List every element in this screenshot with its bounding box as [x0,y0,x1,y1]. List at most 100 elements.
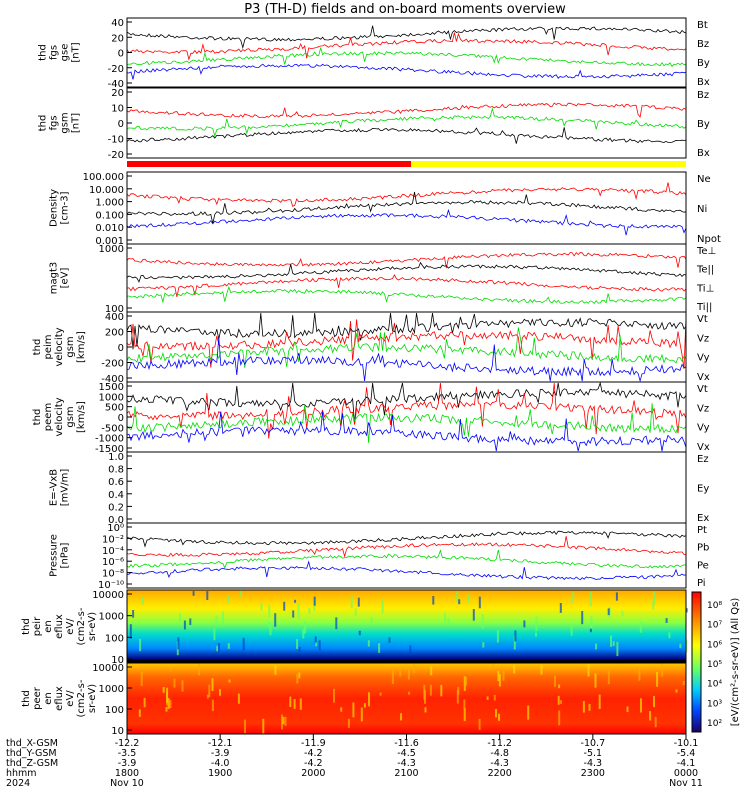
x-axis-value: -3.5 [118,748,137,759]
spectrogram-streak [607,608,610,616]
y-tick-label: 0.2 [108,502,124,513]
legend-Bz: Bz [697,90,709,101]
colorbar: 10⁸ 10⁷ 10⁶ 10⁵ 10⁴ 10³ 10² [eV/(cm²-s-sr-eV)] … [691,591,741,733]
x-axis-value: -5.1 [584,748,603,759]
y-tick-label: 0 [118,413,124,424]
spectrogram-streak [447,618,450,625]
spectrogram-streak [465,676,468,686]
colorbar-tick-label: 10⁵ [707,660,722,670]
spectrogram-streak [616,641,619,657]
spectrogram-streak [588,704,591,711]
trace-Npot [126,208,687,236]
spectrogram-streak [294,599,297,603]
spectrogram-streak [554,675,556,687]
x-axis-value: -4.2 [304,758,323,769]
spectrogram-streak [589,591,592,607]
spectrogram-streak [283,601,286,611]
spectrogram-streak [527,705,530,720]
y-axis-label: [nT] [71,113,82,133]
spectrogram-streak [540,665,543,675]
spectrogram-streak [621,610,624,617]
y-tick-label: 400 [105,312,124,323]
spectrogram-streak [170,667,172,672]
spectrogram-streak [685,608,688,613]
spectrogram-streak [668,632,671,639]
spectrogram-streak [639,621,642,633]
spectrogram-streak [370,617,373,623]
spectrogram-streak [296,639,299,649]
spectrogram-streak [304,621,307,634]
spectrogram-streak [388,637,391,643]
spectrogram-streak [206,591,209,600]
spectrogram-streak [626,706,629,713]
spectrogram-streak [498,713,500,721]
legend-Vt: Vt [697,384,708,395]
y-axis-label: eV/ [65,618,76,635]
spectrogram-streak [582,701,585,713]
spectrogram-streak [408,691,411,695]
y-axis-label: Pressure [49,534,60,577]
x-axis-value: -12.1 [208,738,233,749]
spectrogram-streak [143,697,146,708]
y-axis-label: [nT] [71,42,82,62]
spectrogram-streak [413,663,416,674]
y-axis-label: (cm2-s- [76,679,87,717]
legend-Vz: Vz [697,333,709,344]
spectrogram-streak [218,642,220,652]
spectrogram-streak [572,592,575,600]
spectrogram-streak [281,714,283,730]
x-axis-value: -4.0 [211,758,230,769]
spectrogram-streak [456,590,459,603]
spectrogram-streak [139,638,142,652]
spectrogram-streak [595,643,598,650]
panel-fgs-gse: 40 20 0 -20 -40 thd fgs gse [nT] Bt Bz By Bx [38,17,710,90]
y-tick-label: -10 [108,135,124,146]
y-tick-label: 1.000 [95,198,124,209]
y-axis-label: sr-eV) [87,684,98,713]
trace-Bz [126,32,687,61]
x-axis-value: -10.1 [674,738,699,749]
x-axis-value: -10.7 [581,738,606,749]
y-axis-label: [nPa] [60,542,71,568]
legend-Vx: Vx [697,372,710,383]
spectrogram-streak [463,676,466,691]
spectrogram-streak [502,670,505,681]
legend-Ey: Ey [697,484,709,495]
spectrogram-streak [274,665,277,675]
spectrogram-streak [211,699,214,712]
spectrogram-streak [367,640,370,647]
spectrogram-streak [198,663,201,676]
y-tick-label: 10 [111,104,124,115]
trace-Te⊥ [126,251,687,269]
legend-Vz: Vz [697,403,709,414]
spectrogram-streak [237,693,240,704]
x-axis-row-label: thd_X-GSM [6,738,58,749]
legend-Vt: Vt [697,314,708,325]
spectrogram-streak [132,610,135,618]
spectrogram-streak [430,666,433,676]
spectrogram-streak [467,593,470,603]
spectrogram-streak [162,687,165,693]
y-axis-label: peem [43,403,54,431]
legend-Pe: Pe [697,560,709,571]
y-axis-label: [km/s] [76,401,87,433]
x-axis-value: 1900 [208,768,232,779]
spectrogram-streak [675,689,678,693]
y-axis-label: eflux [54,614,65,639]
spectrogram-streak [557,695,560,705]
spectrogram-streak [138,709,141,717]
panel-peir-spectrogram: 10000 1000 100 10 thd peir en eflux eV/(cm2-s-sr… [21,589,688,666]
y-axis-label: peir [32,616,43,636]
spectrogram-streak [559,603,562,613]
y-axis-label: thd [38,44,49,61]
x-axis-value: -4.3 [397,758,416,769]
y-axis-label: eV/ [65,690,76,707]
legend-Ez: Ez [697,454,709,465]
y-axis-label: gsm [60,112,71,133]
y-axis-label: peer [32,686,43,710]
spectrogram-streak [335,617,338,630]
trace-Ne [126,182,687,207]
spectrogram-streak [478,718,481,730]
spectrogram-streak [378,643,381,653]
y-axis-label: [eV] [60,268,71,289]
